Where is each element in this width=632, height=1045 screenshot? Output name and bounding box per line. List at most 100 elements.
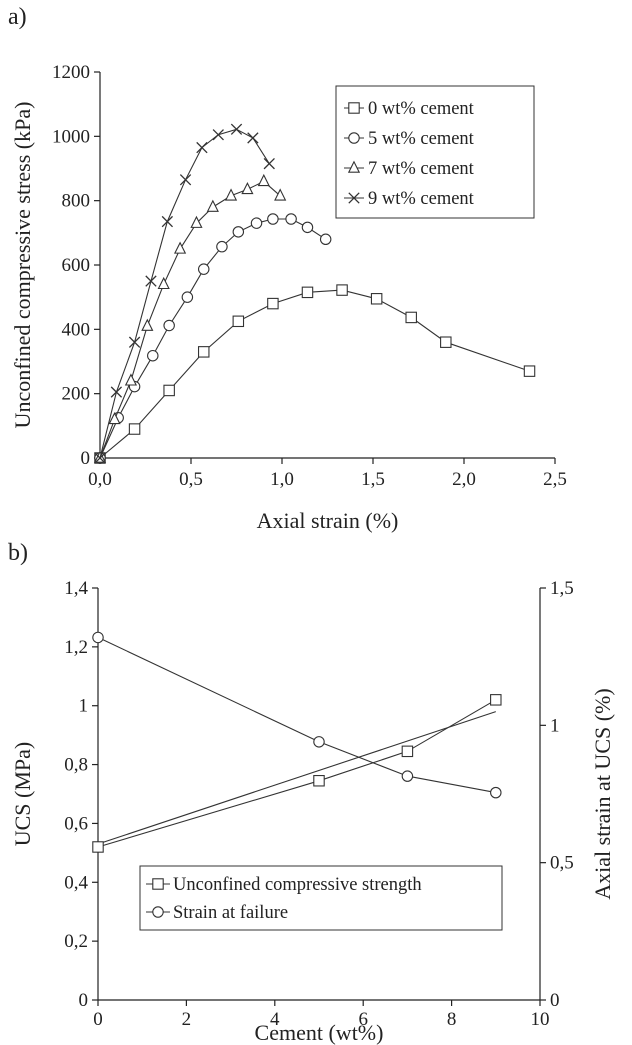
data-point-a-1	[267, 213, 279, 225]
data-point-a-2	[206, 199, 219, 212]
x-tick-label-b: 2	[182, 1009, 192, 1030]
data-point-a-3-stroke-b	[110, 386, 123, 398]
data-point-a-1	[216, 240, 228, 253]
legend-box-b	[139, 865, 503, 931]
data-point-a-2	[141, 318, 154, 331]
x-tick-label-a: 0,5	[179, 469, 203, 490]
series-a-0	[94, 284, 536, 464]
data-point-a-3-stroke-b	[230, 123, 243, 135]
x-tick-label-b: 10	[531, 1009, 550, 1030]
y2-tick-label-b: 1	[550, 715, 560, 736]
data-point-a-0	[336, 284, 348, 296]
data-point-a-3-stroke-b	[145, 275, 157, 287]
data-point-a-3-stroke-b	[179, 174, 192, 186]
series-line-a-1	[99, 218, 327, 459]
data-point-a-3	[212, 129, 224, 141]
chart-b: b) 0 0,2 0,4 0,6 0,8 1 1,2 1,4 0 0,5 1 1,5 0 2 4 6 8 10 Cem…	[8, 540, 615, 1045]
series-line-b-1	[97, 636, 496, 794]
x-tick-label-a: 0,0	[88, 469, 112, 490]
series-a-2	[93, 173, 287, 463]
data-point-a-2	[257, 173, 270, 187]
data-point-a-0	[440, 336, 452, 348]
data-point-a-2	[157, 276, 170, 290]
legend-label-a: 0 wt% cement	[368, 99, 475, 119]
y-tick-label-b: 0,8	[64, 755, 88, 776]
data-point-a-3	[110, 386, 123, 398]
data-point-a-3-stroke-b	[94, 452, 106, 464]
y-axis-title-b: UCS (MPa)	[10, 742, 35, 847]
data-point-a-0	[405, 311, 417, 324]
y-tick-label-b: 1	[79, 696, 89, 717]
y-tick-label-b: 1,2	[64, 637, 88, 658]
data-point-a-3	[161, 215, 173, 228]
data-point-a-3	[128, 336, 141, 348]
data-point-a-3	[94, 452, 106, 464]
x-tick-label-b: 4	[270, 1009, 280, 1030]
legend-label-b: Unconfined compressive strength	[173, 875, 422, 895]
data-point-a-2	[190, 215, 203, 228]
y-tick-label-a: 1200	[52, 62, 90, 83]
data-point-b-1	[313, 736, 325, 748]
data-point-a-3	[230, 123, 243, 135]
data-point-a-0	[128, 423, 141, 435]
legend-marker-a	[348, 102, 360, 114]
series-a-3	[94, 123, 275, 464]
data-point-a-2	[274, 188, 287, 201]
data-point-a-0	[232, 315, 245, 328]
legend-marker-a	[347, 160, 361, 173]
data-point-a-1	[319, 233, 332, 246]
legend-marker-a	[348, 192, 360, 204]
data-point-b-0	[490, 694, 502, 706]
series-b-0	[92, 694, 502, 853]
x-tick-label-a: 1,5	[361, 469, 385, 490]
legend-marker-a-stroke-b	[348, 192, 360, 204]
y-tick-label-a: 0	[81, 448, 91, 469]
data-point-b-1	[92, 631, 104, 644]
data-point-a-1	[163, 319, 175, 332]
y-tick-label-a: 1000	[52, 126, 90, 147]
data-point-a-3-stroke-b	[128, 336, 141, 348]
data-point-b-0	[92, 841, 104, 853]
legend-b: Unconfined compressive strength Strain at…	[139, 865, 503, 931]
y2-tick-label-b: 1,5	[550, 578, 574, 599]
data-point-a-0	[301, 286, 314, 299]
data-point-a-3-stroke-b	[161, 215, 173, 228]
x-tick-label-a: 2,5	[543, 469, 567, 490]
data-point-b-1	[401, 770, 414, 782]
data-point-a-1	[147, 349, 159, 362]
legend-box-a	[335, 85, 535, 219]
data-point-a-1	[232, 226, 245, 238]
series-b-1	[92, 631, 502, 799]
legend-a: 0 wt% cement 5 wt% cement 7 wt% cement 9 wt…	[335, 85, 535, 219]
data-point-a-3	[263, 158, 275, 170]
x-tick-label-a: 1,0	[270, 469, 294, 490]
legend-marker-b	[152, 906, 164, 918]
data-point-a-2	[241, 181, 254, 195]
data-point-a-1	[285, 213, 297, 225]
data-point-a-3	[247, 132, 259, 144]
x-tick-label-b: 0	[93, 1009, 103, 1030]
y-axis-title-a: Unconfined compressive stress (kPa)	[10, 102, 35, 429]
y-tick-label-b: 0	[79, 990, 89, 1011]
y-tick-label-b: 0,4	[64, 872, 88, 893]
panel-label-b: b)	[8, 540, 28, 566]
legend-label-a: 9 wt% cement	[368, 189, 475, 209]
series-line-b-0	[97, 699, 497, 848]
series-line-a-0	[99, 289, 530, 459]
data-point-a-2	[224, 188, 238, 201]
legend-label-a: 7 wt% cement	[368, 159, 475, 179]
data-point-b-0	[313, 775, 325, 787]
data-point-a-1	[181, 291, 194, 303]
legend-marker-b	[152, 878, 164, 890]
data-point-a-0	[197, 346, 210, 358]
data-point-a-3	[179, 174, 192, 186]
y-tick-label-b: 0,2	[64, 931, 88, 952]
data-point-a-3-stroke-b	[247, 132, 259, 144]
data-point-b-0	[401, 745, 414, 758]
data-point-a-3-stroke-b	[196, 141, 208, 154]
y-tick-label-a: 600	[62, 255, 91, 276]
y2-axis-title-b: Axial strain at UCS (%)	[590, 688, 615, 899]
y-tick-label-b: 1,4	[64, 578, 88, 599]
legend-marker-a	[348, 132, 360, 144]
legend-label-b: Strain at failure	[173, 903, 288, 923]
